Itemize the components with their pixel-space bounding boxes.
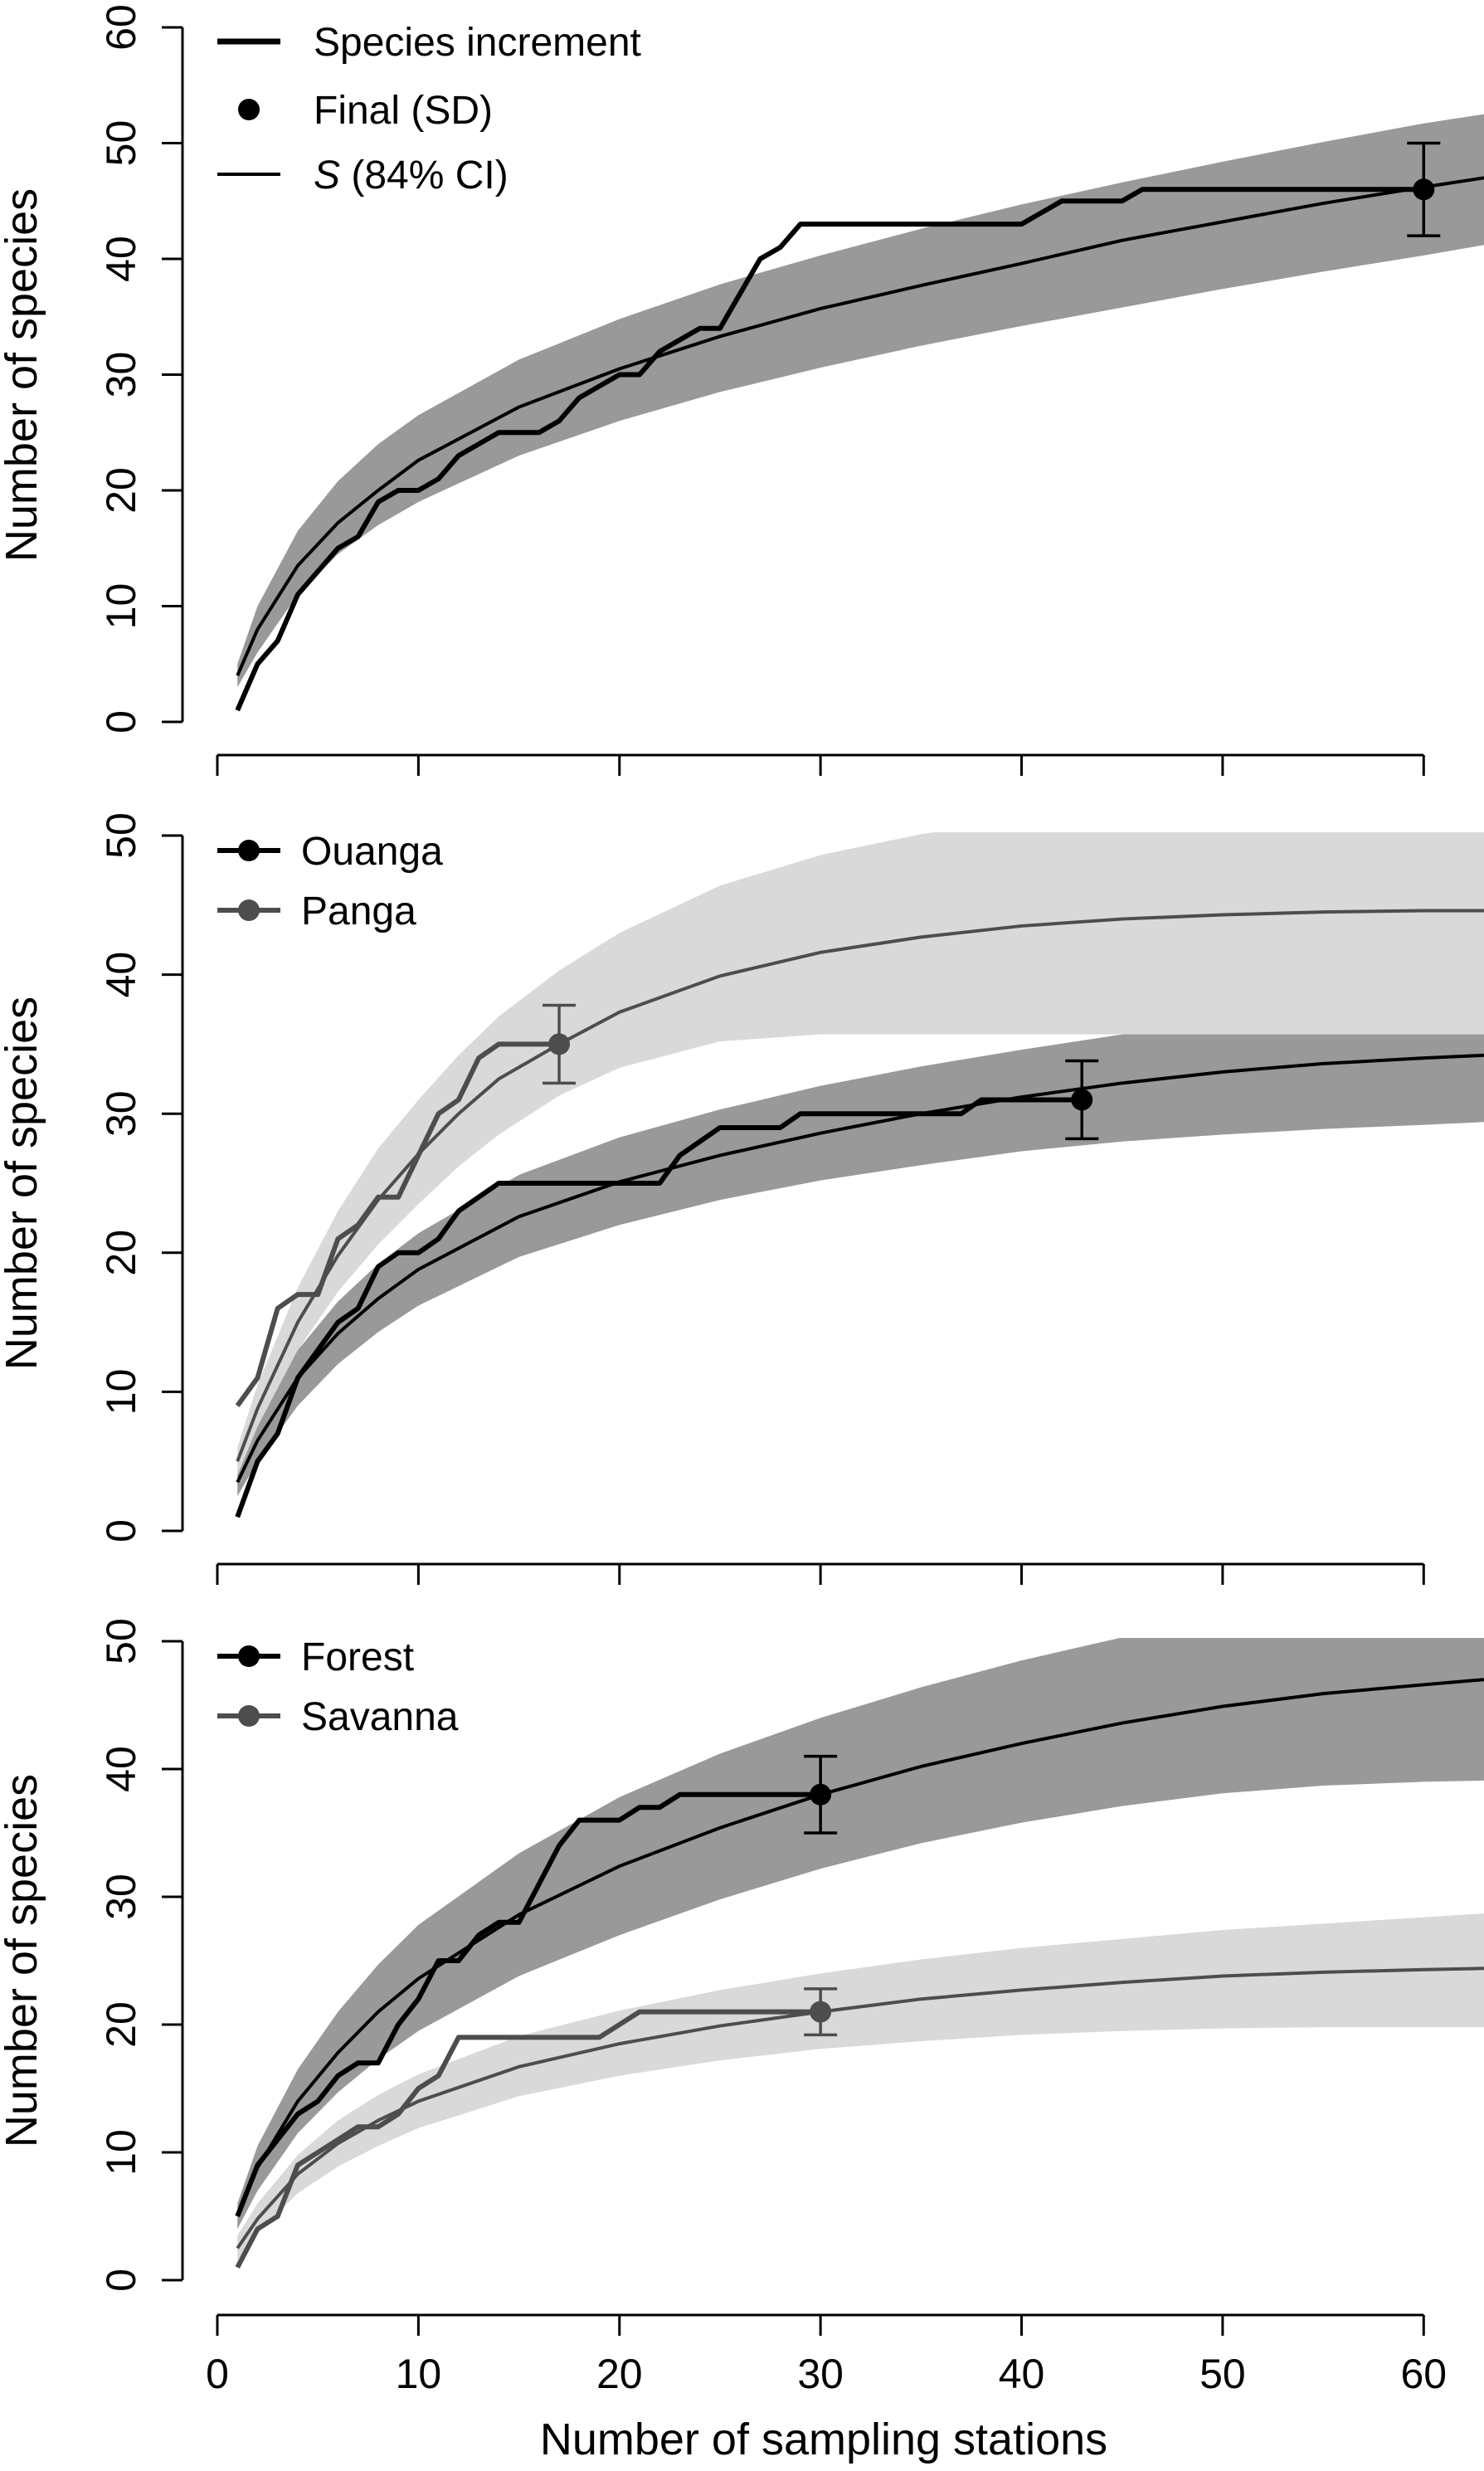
increment-line-savanna xyxy=(235,2009,821,2269)
y-tick-label: 30 xyxy=(98,1874,144,1920)
legend-label: Panga xyxy=(301,889,416,933)
legend-label-text: Species increment xyxy=(314,21,641,65)
panel-bottom: 0 10 20 30 40 50 Number of species 0 10 20 30 40 50 6… xyxy=(0,1618,1484,2464)
legend-swatch-point xyxy=(238,840,260,861)
plot-area xyxy=(235,114,1484,712)
y-tick-label: 40 xyxy=(98,236,144,282)
increment-line-forest xyxy=(235,1791,821,2218)
legend-label: Ouanga xyxy=(301,830,443,874)
y-tick-label: 10 xyxy=(98,1369,144,1416)
y-tick-label: 0 xyxy=(98,2269,144,2292)
legend-swatch-point xyxy=(238,1705,260,1727)
increment-line xyxy=(235,187,1424,712)
panel-top: 0 10 20 30 40 50 60 Number of species Species in… xyxy=(0,4,1484,776)
increment-line-panga xyxy=(235,1041,560,1407)
plot-area xyxy=(235,832,1484,1518)
y-tick-label: 60 xyxy=(98,4,144,51)
legend-swatch-final xyxy=(238,99,260,120)
y-tick-label: 10 xyxy=(98,2129,144,2176)
panel-middle: 0 10 20 30 40 50 Number of species Ouanga Panga xyxy=(0,812,1484,1585)
legend-swatch-point xyxy=(238,1645,260,1667)
y-tick-label: 30 xyxy=(98,1090,144,1137)
legend-label: Final (SD) xyxy=(314,89,493,133)
final-point xyxy=(1413,178,1435,201)
x-tick-label: 20 xyxy=(596,2351,643,2397)
x-axis-label: Number of sampling stations xyxy=(540,2415,1107,2464)
fit-curve-savanna xyxy=(236,1967,1484,2249)
legend: Species increment Final (SD) S (84% CI) xyxy=(217,21,641,197)
ci-band-forest xyxy=(237,1638,1484,2230)
plot-area xyxy=(235,1638,1484,2269)
fit-curve xyxy=(236,176,1484,676)
y-tick-label: 50 xyxy=(98,812,144,859)
y-axis-label: Number of species xyxy=(0,997,46,1370)
fit-curve-ouanga xyxy=(236,1053,1484,1484)
y-tick-label: 40 xyxy=(98,1746,144,1792)
ci-band-panga xyxy=(237,832,1484,1475)
legend-label-text: Final (SD) xyxy=(314,89,493,133)
legend: Ouanga Panga xyxy=(217,830,443,933)
y-tick-label: 10 xyxy=(98,583,144,630)
ci-band-ouanga xyxy=(237,992,1484,1497)
final-point-savanna xyxy=(810,2001,832,2023)
y-tick-label: 20 xyxy=(98,467,144,514)
y-tick-label: 0 xyxy=(98,710,144,734)
legend-label-italic: S xyxy=(314,154,340,197)
legend-label: Savanna xyxy=(301,1695,459,1739)
y-axis-label: Number of species xyxy=(0,188,46,562)
y-axis-label: Number of species xyxy=(0,1774,46,2147)
legend-label-text: (84% CI) xyxy=(340,154,508,197)
y-tick-label: 20 xyxy=(98,2001,144,2048)
x-tick-label: 40 xyxy=(999,2351,1045,2397)
y-tick-label: 0 xyxy=(98,1519,144,1543)
y-tick-label: 40 xyxy=(98,952,144,998)
legend: Forest Savanna xyxy=(217,1635,459,1739)
panels: 0 10 20 30 40 50 60 Number of species Species in… xyxy=(0,4,1484,2464)
ci-band-savanna xyxy=(237,1913,1484,2261)
final-point-panga xyxy=(548,1033,571,1055)
x-tick-label: 10 xyxy=(396,2351,442,2397)
x-tick-label: 50 xyxy=(1199,2351,1246,2397)
legend-label: Forest xyxy=(301,1635,414,1679)
increment-line-ouanga xyxy=(235,1097,1083,1518)
x-tick-label: 60 xyxy=(1400,2351,1447,2397)
legend-label: S (84% CI) xyxy=(314,154,508,197)
x-tick-label: 30 xyxy=(797,2351,844,2397)
final-point-forest xyxy=(810,1783,832,1806)
legend-swatch-point xyxy=(238,899,260,921)
y-tick-label: 30 xyxy=(98,352,144,398)
fit-curve-panga xyxy=(236,909,1484,1462)
y-tick-label: 50 xyxy=(98,1618,144,1664)
legend-label: Species increment xyxy=(314,21,641,65)
final-point-ouanga xyxy=(1071,1089,1093,1111)
y-tick-label: 20 xyxy=(98,1230,144,1276)
y-tick-label: 50 xyxy=(98,120,144,167)
fit-curve-forest xyxy=(236,1678,1484,2217)
ci-band xyxy=(237,114,1484,688)
x-tick-label: 0 xyxy=(206,2351,229,2397)
